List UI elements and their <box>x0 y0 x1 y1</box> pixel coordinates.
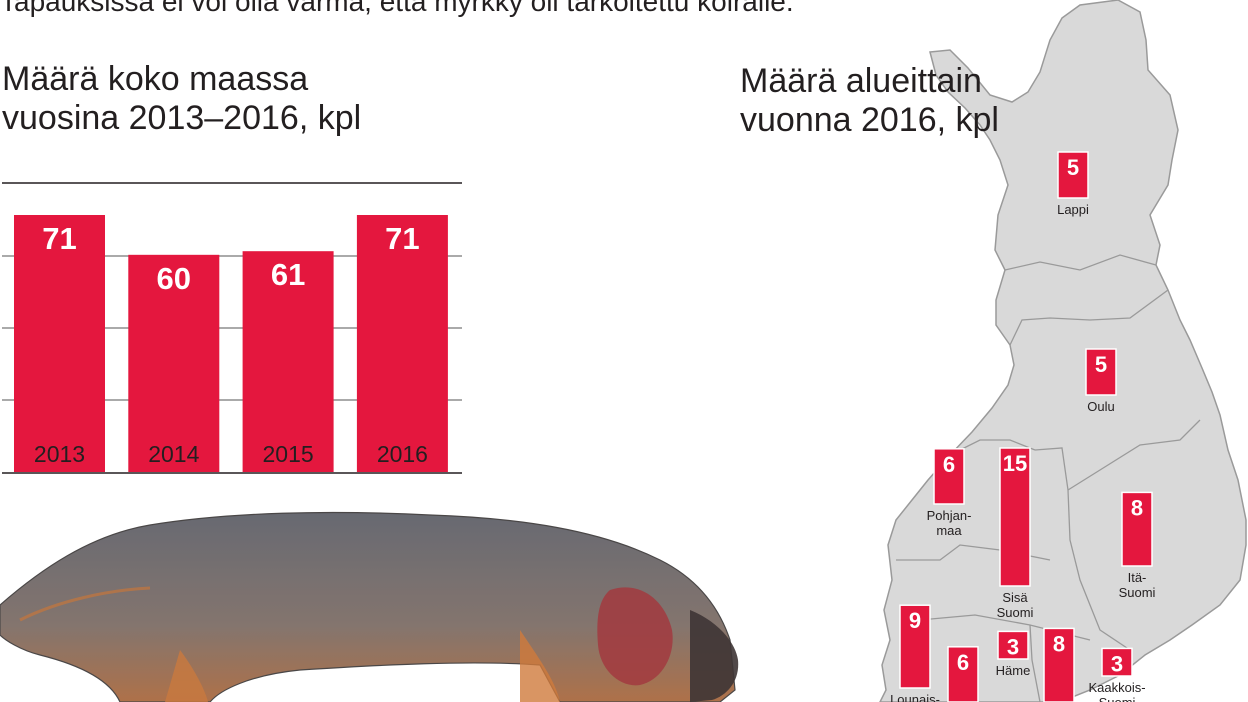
bar-chart-title: Määrä koko maassa vuosina 2013–2016, kpl <box>2 60 362 137</box>
intro-text: Tapauksissa ei voi olla varma, että myrk… <box>0 0 794 17</box>
region-bar <box>947 646 979 702</box>
region-bar <box>933 448 965 505</box>
region-bar <box>899 604 931 689</box>
region-value-label: 3 <box>1111 651 1123 676</box>
finland-region-map: 5Lappi5Oulu6Pohjan-maa15SisäSuomi8Itä-Su… <box>879 0 1247 702</box>
bar-2014 <box>128 254 220 472</box>
bar-value-label: 61 <box>271 257 305 292</box>
bar-category-label: 2016 <box>377 441 428 467</box>
region-name-label: Kaakkois- <box>1088 680 1145 695</box>
region-value-label: 6 <box>943 452 955 477</box>
region-value-label: 15 <box>1003 451 1027 476</box>
region-value-label: 3 <box>1007 634 1019 659</box>
national-bar-chart: 71 2013 60 2014 61 2015 71 2016 <box>2 182 462 474</box>
bar-value-label: 71 <box>42 221 76 256</box>
region-name-label: Suomi <box>1099 695 1136 702</box>
region-bar <box>1085 348 1117 396</box>
region-bar <box>999 447 1031 587</box>
region-name-label: Lappi <box>1057 202 1089 217</box>
region-bar <box>1057 151 1089 199</box>
region-name-label: Sisä <box>1002 590 1028 605</box>
region-bar <box>1101 647 1133 677</box>
region-name-label: maa <box>936 523 962 538</box>
map-chart-title: Määrä alueittain vuonna 2016, kpl <box>740 62 999 139</box>
finland-map-outline <box>879 0 1247 702</box>
bar-category-label: 2014 <box>148 441 199 467</box>
region-name-label: Suomi <box>1119 585 1156 600</box>
region-name-label: Oulu <box>1087 399 1114 414</box>
region-name-label: Lounais- <box>890 692 940 702</box>
region-value-label: 8 <box>1053 631 1065 656</box>
region-value-label: 8 <box>1131 495 1143 520</box>
region-value-label: 9 <box>909 608 921 633</box>
region-name-label: Itä- <box>1128 570 1147 585</box>
region-value-label: 5 <box>1095 352 1107 377</box>
bar-2013 <box>14 215 105 472</box>
dog-illustration <box>0 511 739 702</box>
region-value-label: 5 <box>1067 155 1079 180</box>
region-bar <box>1043 627 1075 702</box>
region-bar <box>1121 491 1153 567</box>
bar-2016 <box>356 215 448 472</box>
bar-category-label: 2015 <box>263 441 314 467</box>
region-bar <box>997 630 1029 660</box>
bar-2015 <box>242 251 334 472</box>
bar-category-label: 2013 <box>34 441 85 467</box>
bar-value-label: 71 <box>385 221 419 256</box>
region-name-label: Häme <box>996 663 1031 678</box>
region-name-label: Pohjan- <box>927 508 972 523</box>
region-name-label: Suomi <box>997 605 1034 620</box>
bar-value-label: 60 <box>157 261 191 296</box>
region-value-label: 6 <box>957 650 969 675</box>
